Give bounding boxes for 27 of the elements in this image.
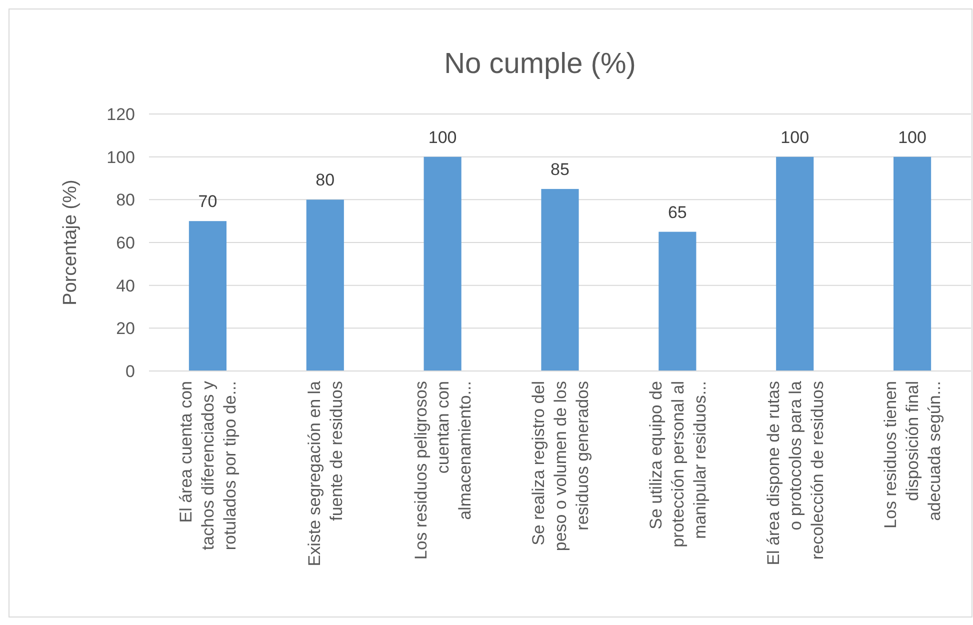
bar bbox=[188, 221, 227, 371]
x-tick-label: Los residuos tienen disposición final adecuada según... bbox=[881, 381, 944, 528]
y-tick-label: 100 bbox=[106, 148, 135, 167]
data-label: 100 bbox=[428, 128, 457, 147]
y-tick-label: 40 bbox=[116, 276, 135, 296]
data-label: 65 bbox=[668, 202, 687, 222]
y-axis-title: Porcentaje (%) bbox=[60, 180, 81, 306]
bar bbox=[893, 156, 932, 371]
y-tick-label: 20 bbox=[116, 319, 135, 338]
bar bbox=[541, 188, 579, 371]
chart-title: No cumple (%) bbox=[444, 48, 636, 80]
y-tick-label: 60 bbox=[116, 233, 135, 252]
y-tick-label: 120 bbox=[106, 104, 135, 124]
y-tick-label: 80 bbox=[116, 190, 135, 210]
data-label: 100 bbox=[898, 128, 926, 147]
data-label: 80 bbox=[316, 170, 335, 190]
bar bbox=[658, 232, 696, 371]
x-tick-label: Se utiliza equipo de protección personal al manipular residuos... bbox=[646, 381, 710, 548]
data-label: 70 bbox=[198, 192, 218, 212]
y-tick-label: 0 bbox=[126, 362, 135, 381]
x-tick-label: Los residuos peligrosos cuentan con almacenamiento... bbox=[412, 381, 475, 560]
x-tick-label: El área cuenta con tachos diferenciados y rotulados por tipo de... bbox=[176, 380, 240, 550]
bar bbox=[424, 156, 462, 371]
bar bbox=[776, 156, 814, 371]
data-label: 85 bbox=[550, 160, 570, 179]
bar bbox=[306, 200, 344, 371]
data-label: 100 bbox=[780, 128, 810, 147]
